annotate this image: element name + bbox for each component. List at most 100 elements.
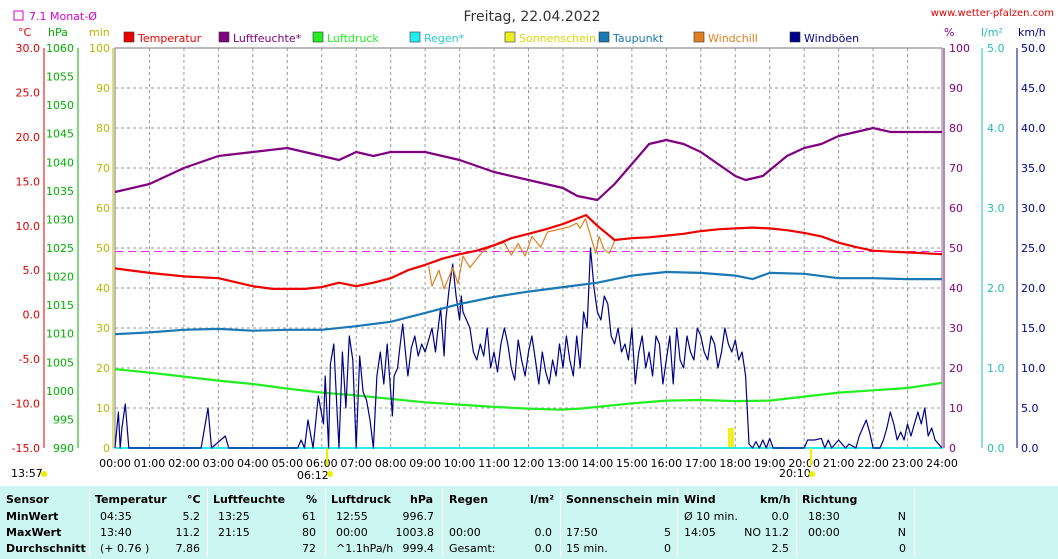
stats-header-press: Luftdruck [331, 493, 391, 506]
stats-divider [325, 488, 326, 557]
wind-tick-label: 15.0 [1021, 322, 1046, 335]
humidity-tick-label: 0 [949, 442, 956, 455]
legend-label: Luftfeuchte* [233, 32, 302, 45]
time-tick-label: 20:00 [788, 457, 820, 470]
time-tick-label: 12:00 [513, 457, 545, 470]
temp-tick-label: 0.0 [23, 309, 41, 322]
stats-header-sensor: Sensor [6, 493, 49, 506]
time-tick-label: 06:00 [306, 457, 338, 470]
legend-label: Windchill [708, 32, 758, 45]
stats-cell-press-v: 996.7 [402, 510, 435, 523]
humidity-tick-label: 100 [949, 42, 970, 55]
stats-cell-press-v: 1003.8 [395, 526, 435, 539]
sunshine-tick-label: 50 [96, 242, 110, 255]
sunshine-tick-label: 0 [103, 442, 110, 455]
rain-tick-label: 3.0 [987, 202, 1005, 215]
sunshine-tick-label: 10 [96, 402, 110, 415]
stats-header-sun: Sonnenschein min [566, 493, 680, 506]
sunshine-bar [730, 428, 734, 448]
series-line-temperatur [114, 214, 943, 290]
series-line-luftdruck [114, 368, 943, 411]
stats-divider [914, 488, 915, 557]
monthly-avg-label: 7.1 Monat-Ø [29, 10, 97, 23]
stats-header-press-unit: hPa [410, 493, 434, 506]
temp-tick-label: 25.0 [16, 86, 41, 99]
pressure-tick-label: 1050 [46, 99, 74, 112]
pressure-tick-label: 1055 [46, 71, 74, 84]
time-tick-label: 17:00 [685, 457, 717, 470]
rain-tick-label: 4.0 [987, 122, 1005, 135]
time-tick-label: 15:00 [616, 457, 648, 470]
stats-table: Sensor Temperatur °C Luftfeuchte % Luftd… [0, 486, 1058, 559]
stats-divider [207, 488, 208, 557]
stats-cell-dir-v: N [897, 510, 906, 523]
stats-divider [677, 488, 678, 557]
sunshine-tick-label: 30 [96, 322, 110, 335]
stats-header-temp-unit: °C [187, 493, 201, 506]
stats-cell-temp-v: 11.2 [175, 526, 201, 539]
stats-header-wind-unit: km/h [760, 493, 791, 506]
temp-tick-label: -5.0 [19, 353, 40, 366]
humidity-tick-label: 60 [949, 202, 963, 215]
stats-cell-temp-t: (+ 0.76 ) [100, 542, 150, 555]
wind-tick-label: 5.0 [1021, 402, 1039, 415]
time-tick-label: 24:00 [926, 457, 958, 470]
legend-swatch [504, 31, 516, 43]
stats-cell-rain-v: 0.0 [534, 526, 553, 539]
stats-cell-wind-t: Ø 10 min. [684, 510, 738, 523]
unit-percent: % [944, 26, 954, 39]
temp-tick-label: 30.0 [16, 42, 41, 55]
stats-header-wind: Wind [684, 493, 716, 506]
wind-tick-label: 10.0 [1021, 362, 1046, 375]
rain-tick-label: 5.0 [987, 42, 1005, 55]
rain-tick-label: 0.0 [987, 442, 1005, 455]
series-line-windböen [114, 247, 943, 449]
pressure-tick-label: 1030 [46, 213, 74, 226]
stats-cell-hum-v: 72 [302, 542, 316, 555]
stats-cell-label: MaxWert [6, 526, 62, 539]
time-tick-label: 14:00 [582, 457, 614, 470]
pressure-tick-label: 1045 [46, 128, 74, 141]
stats-header-hum-unit: % [306, 493, 318, 506]
sunshine-tick-label: 100 [89, 42, 110, 55]
temp-tick-label: -10.0 [12, 398, 40, 411]
time-tick-label: 03:00 [203, 457, 235, 470]
stats-divider [796, 488, 797, 557]
pressure-tick-label: 1035 [46, 185, 74, 198]
stats-cell-wind-t: 14:05 [684, 526, 716, 539]
time-tick-label: 11:00 [478, 457, 510, 470]
legend-swatch [312, 31, 324, 43]
series-line-windchill [428, 218, 616, 290]
stats-cell-hum-t: 13:25 [218, 510, 250, 523]
humidity-tick-label: 30 [949, 322, 963, 335]
pressure-tick-label: 995 [53, 413, 74, 426]
stats-header-dir: Richtung [802, 493, 858, 506]
temp-tick-label: 5.0 [23, 264, 41, 277]
website-link[interactable]: www.wetter-pfalzen.com [931, 8, 1054, 19]
legend-label: Luftdruck [327, 32, 379, 45]
temp-tick-label: 20.0 [16, 131, 41, 144]
stats-cell-dir-v: 0 [899, 542, 906, 555]
stats-cell-press-t: ^1.1hPa/h [336, 542, 394, 555]
stats-cell-temp-t: 13:40 [100, 526, 132, 539]
legend-swatch [218, 31, 230, 43]
humidity-tick-label: 90 [949, 82, 963, 95]
wind-tick-label: 20.0 [1021, 282, 1046, 295]
wind-tick-label: 45.0 [1021, 82, 1046, 95]
stats-divider [560, 488, 561, 557]
time-tick-label: 01:00 [134, 457, 166, 470]
pressure-tick-label: 1005 [46, 356, 74, 369]
temp-tick-label: 10.0 [16, 220, 41, 233]
humidity-tick-label: 40 [949, 282, 963, 295]
stats-cell-wind-v: NO 11.2 [744, 526, 789, 539]
wind-tick-label: 40.0 [1021, 122, 1046, 135]
wind-tick-label: 50.0 [1021, 42, 1046, 55]
legend-label: Temperatur [137, 32, 202, 45]
sunshine-tick-label: 40 [96, 282, 110, 295]
legend-swatch [693, 31, 705, 43]
time-tick-label: 16:00 [650, 457, 682, 470]
sunrise-label: 06:12 [297, 469, 329, 482]
stats-cell-sun-v: 0 [664, 542, 671, 555]
stats-cell-dir-t: 00:00 [808, 526, 840, 539]
time-tick-label: 18:00 [719, 457, 751, 470]
